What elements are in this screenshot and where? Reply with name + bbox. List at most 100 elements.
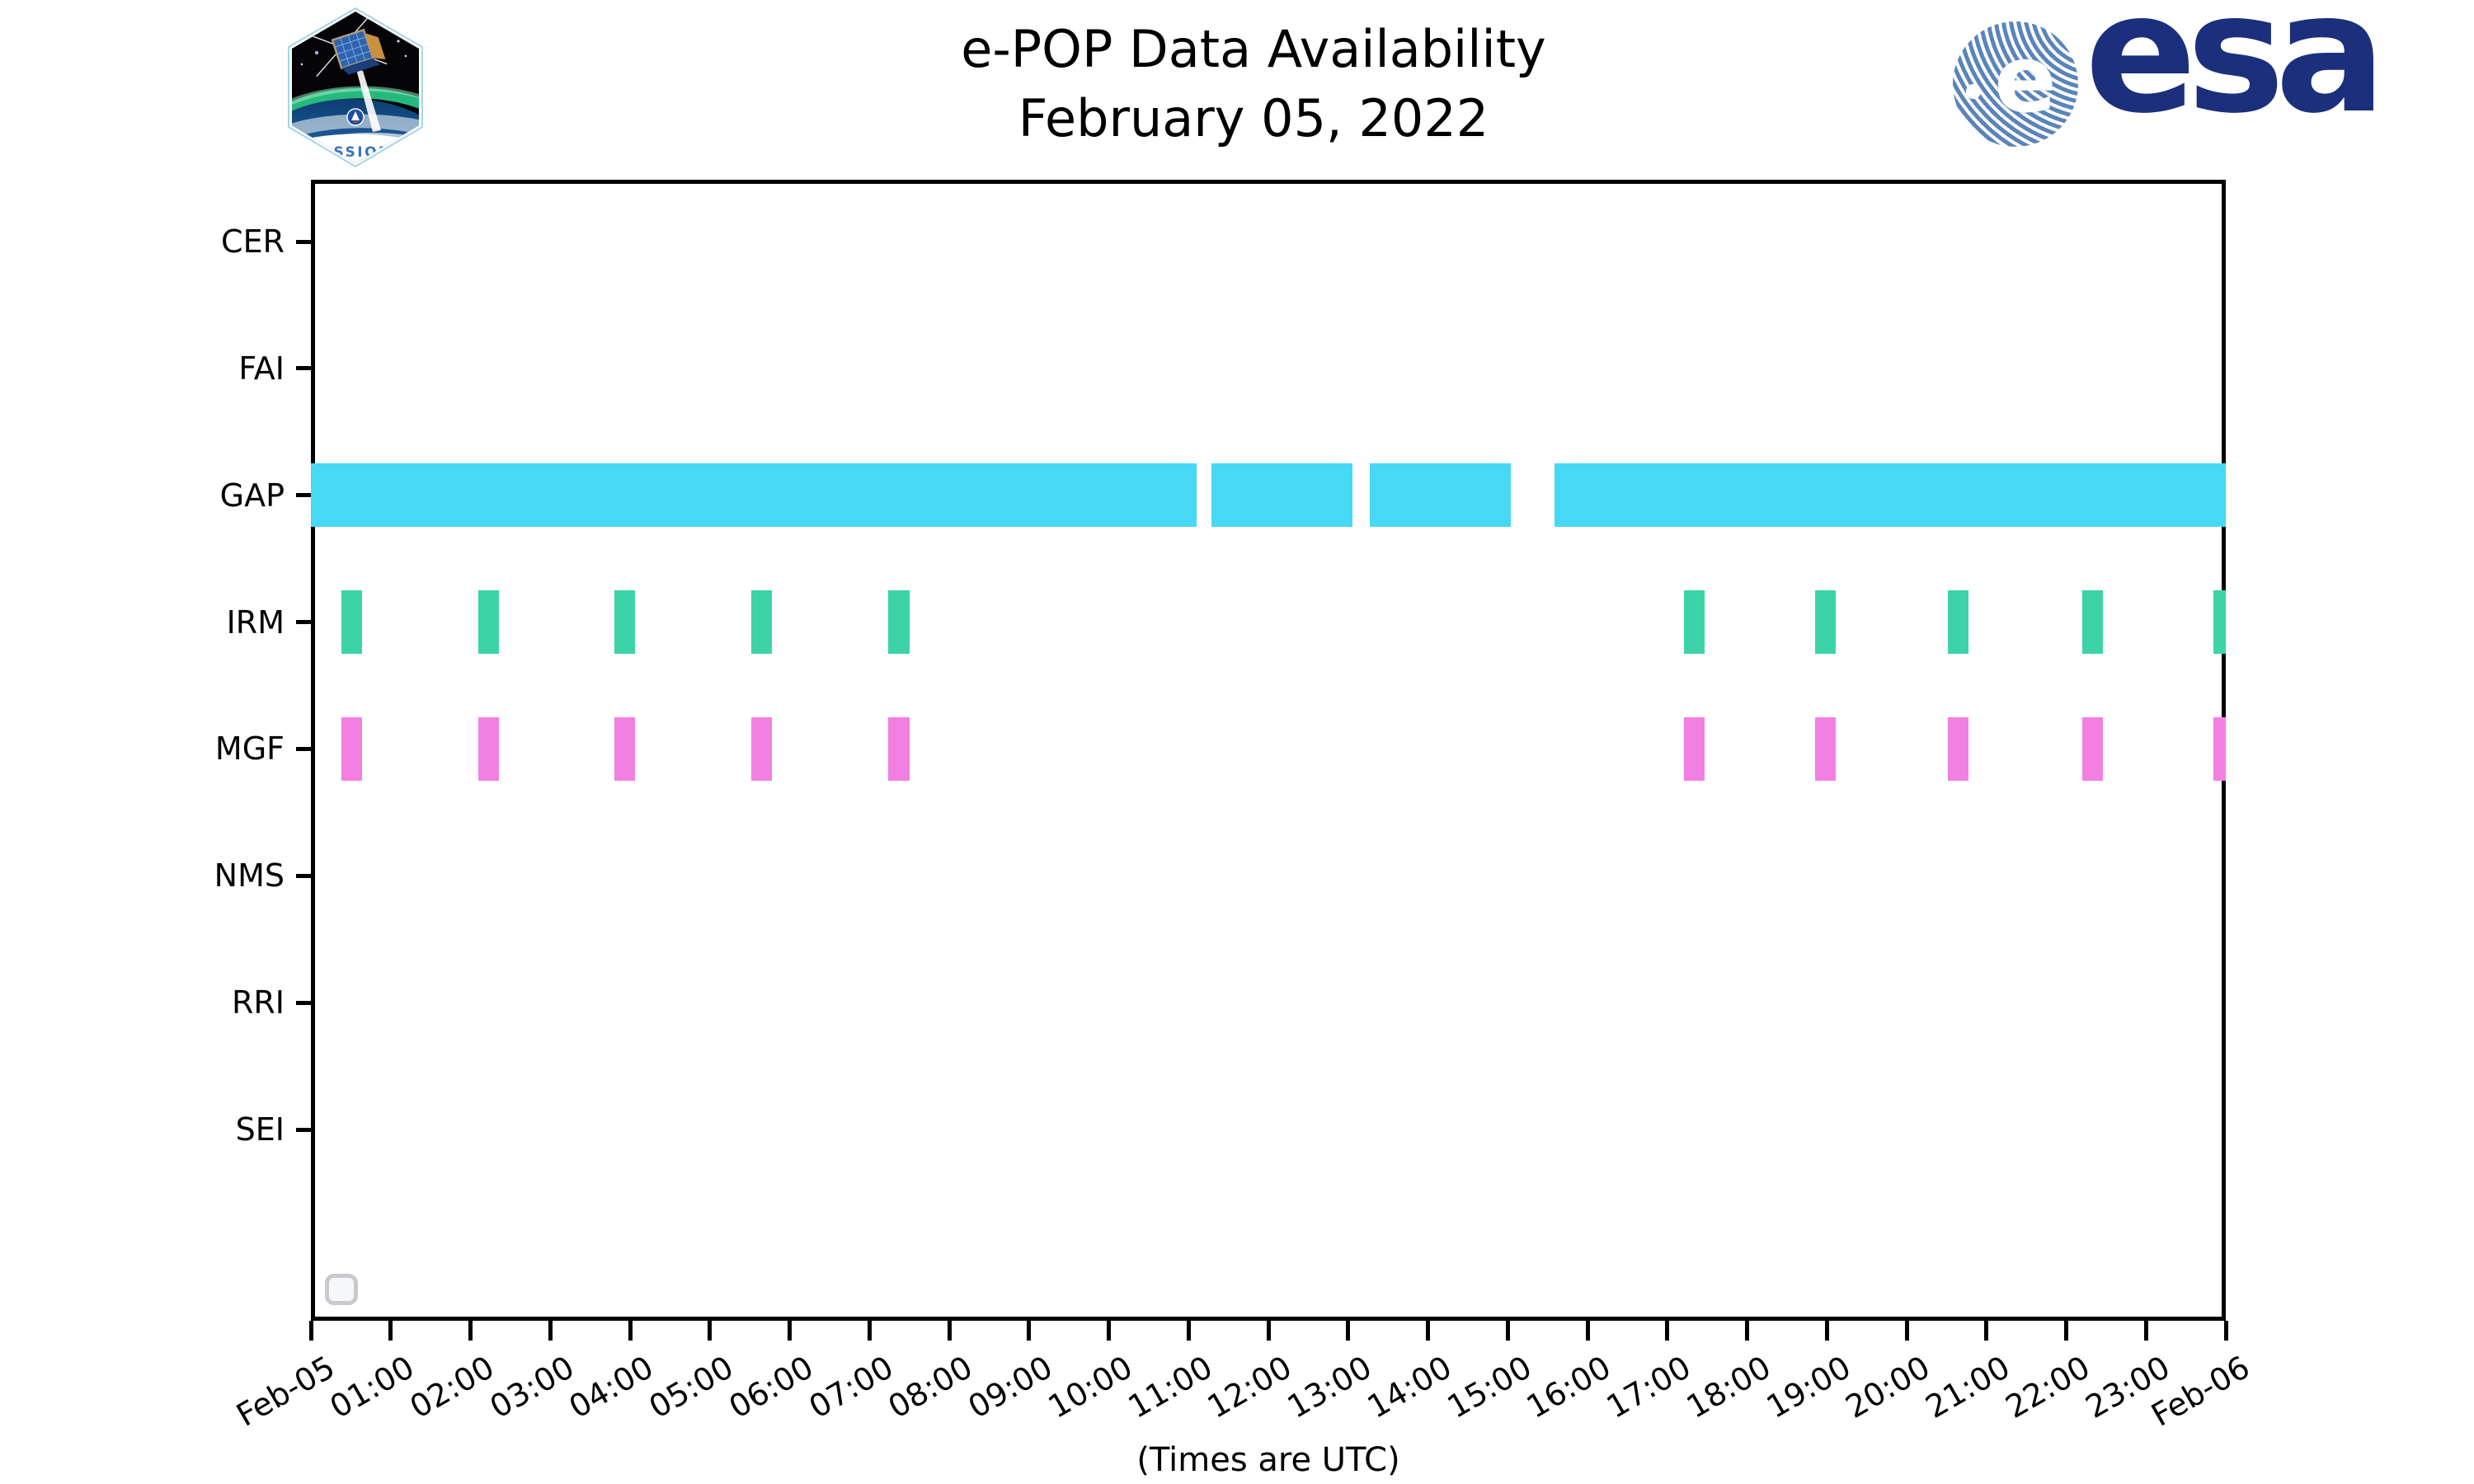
x-axis-label-17: 17:00 — [1600, 1349, 1697, 1425]
x-tick-13 — [1346, 1321, 1351, 1341]
x-axis-label-16: 16:00 — [1521, 1349, 1617, 1425]
mgf-availability-bar-9 — [2213, 716, 2226, 781]
x-axis-label-4: 04:00 — [563, 1349, 660, 1425]
x-axis-label-13: 13:00 — [1281, 1349, 1378, 1425]
x-tick-16 — [1585, 1321, 1590, 1341]
y-tick-gap — [296, 493, 311, 498]
mgf-availability-bar-8 — [2081, 716, 2103, 781]
mgf-availability-bar-2 — [614, 716, 635, 781]
x-tick-22 — [2064, 1321, 2068, 1341]
irm-availability-bar-2 — [614, 590, 635, 655]
x-tick-18 — [1745, 1321, 1749, 1341]
cassiope-mission-patch: CASSIOPE — [288, 7, 423, 168]
y-tick-irm — [296, 620, 311, 625]
x-tick-10 — [1107, 1321, 1111, 1341]
x-axis-label-7: 07:00 — [802, 1349, 900, 1425]
x-tick-11 — [1186, 1321, 1191, 1341]
y-tick-rri — [296, 1000, 311, 1005]
x-axis-label-2: 02:00 — [403, 1349, 501, 1425]
x-axis-label-15: 15:00 — [1441, 1349, 1538, 1425]
x-tick-23 — [2143, 1321, 2148, 1341]
x-axis-label-22: 22:00 — [1999, 1349, 2096, 1425]
esa-globe-dot — [1966, 84, 1981, 99]
x-tick-1 — [388, 1321, 393, 1341]
esa-globe-icon: e — [1953, 21, 2078, 147]
x-tick-14 — [1426, 1321, 1430, 1341]
x-tick-5 — [708, 1321, 713, 1341]
x-axis-label-5: 05:00 — [642, 1349, 740, 1425]
mgf-availability-bar-6 — [1814, 716, 1836, 781]
mgf-availability-bar-0 — [341, 716, 362, 781]
irm-availability-bar-0 — [341, 590, 362, 655]
x-tick-24 — [2223, 1321, 2228, 1341]
x-axis-label-21: 21:00 — [1919, 1349, 2016, 1425]
satellite — [309, 12, 388, 77]
y-tick-sei — [296, 1127, 311, 1132]
gap-availability-bar-2 — [1369, 463, 1512, 528]
irm-availability-bar-1 — [478, 590, 500, 655]
y-axis-label-mgf: MGF — [214, 730, 285, 768]
x-axis-label-3: 03:00 — [483, 1349, 581, 1425]
irm-availability-bar-3 — [751, 590, 773, 655]
y-tick-fai — [296, 366, 311, 371]
x-tick-8 — [947, 1321, 952, 1341]
y-tick-mgf — [296, 746, 311, 751]
x-tick-12 — [1266, 1321, 1271, 1341]
x-axis-label-8: 08:00 — [882, 1349, 979, 1425]
x-tick-21 — [1984, 1321, 1989, 1341]
x-tick-6 — [788, 1321, 792, 1341]
x-tick-4 — [628, 1321, 633, 1341]
plot-bars-layer — [311, 180, 2226, 1321]
patch-artwork: CASSIOPE — [292, 12, 419, 163]
y-tick-cer — [296, 239, 311, 244]
irm-availability-bar-4 — [888, 590, 910, 655]
x-axis-label-6: 06:00 — [722, 1349, 820, 1425]
mgf-availability-bar-7 — [1948, 716, 1969, 781]
y-axis-label-nms: NMS — [214, 857, 285, 895]
gap-availability-bar-1 — [1211, 463, 1352, 528]
esa-logo: e esa — [1953, 0, 2387, 171]
x-axis-label-9: 09:00 — [962, 1349, 1059, 1425]
irm-availability-bar-5 — [1684, 590, 1705, 655]
mgf-availability-bar-3 — [751, 716, 773, 781]
x-axis-label-10: 10:00 — [1042, 1349, 1139, 1425]
x-tick-3 — [548, 1321, 553, 1341]
x-tick-9 — [1027, 1321, 1032, 1341]
gap-availability-bar-3 — [1554, 463, 2226, 528]
x-axis-label-14: 14:00 — [1361, 1349, 1458, 1425]
x-axis-label-19: 19:00 — [1760, 1349, 1857, 1425]
x-axis-label-12: 12:00 — [1202, 1349, 1298, 1425]
gap-availability-bar-0 — [311, 463, 1197, 528]
mgf-availability-bar-4 — [888, 716, 910, 781]
mgf-availability-bar-5 — [1684, 716, 1705, 781]
x-axis-label-20: 20:00 — [1840, 1349, 1936, 1425]
y-axis-label-fai: FAI — [238, 350, 285, 387]
x-tick-15 — [1505, 1321, 1510, 1341]
y-tick-nms — [296, 873, 311, 878]
irm-availability-bar-6 — [1814, 590, 1836, 655]
irm-availability-bar-8 — [2081, 590, 2103, 655]
x-tick-7 — [867, 1321, 872, 1341]
x-axis-label-11: 11:00 — [1122, 1349, 1219, 1425]
title-block: e-POP Data Availability February 05, 202… — [961, 15, 1546, 153]
irm-availability-bar-9 — [2213, 590, 2226, 655]
x-axis-caption: (Times are UTC) — [1136, 1441, 1400, 1479]
irm-availability-bar-7 — [1948, 590, 1969, 655]
esa-globe-e: e — [1994, 26, 2057, 134]
x-axis-label-18: 18:00 — [1680, 1349, 1777, 1425]
x-axis-label-0: Feb-05 — [229, 1349, 341, 1434]
downlink-beam — [356, 69, 381, 132]
y-axis-label-cer: CER — [221, 223, 285, 260]
chart-subtitle: February 05, 2022 — [1018, 88, 1489, 148]
x-tick-17 — [1665, 1321, 1670, 1341]
x-tick-2 — [468, 1321, 473, 1341]
mgf-availability-bar-1 — [478, 716, 500, 781]
y-axis-label-gap: GAP — [219, 477, 285, 514]
y-axis-label-irm: IRM — [226, 603, 285, 641]
y-axis-label-sei: SEI — [235, 1111, 285, 1148]
x-tick-0 — [308, 1321, 313, 1341]
y-axis-label-rri: RRI — [231, 984, 285, 1021]
esa-wordmark: esa — [2085, 0, 2387, 150]
x-axis-label-1: 01:00 — [323, 1349, 421, 1425]
x-tick-20 — [1904, 1321, 1909, 1341]
